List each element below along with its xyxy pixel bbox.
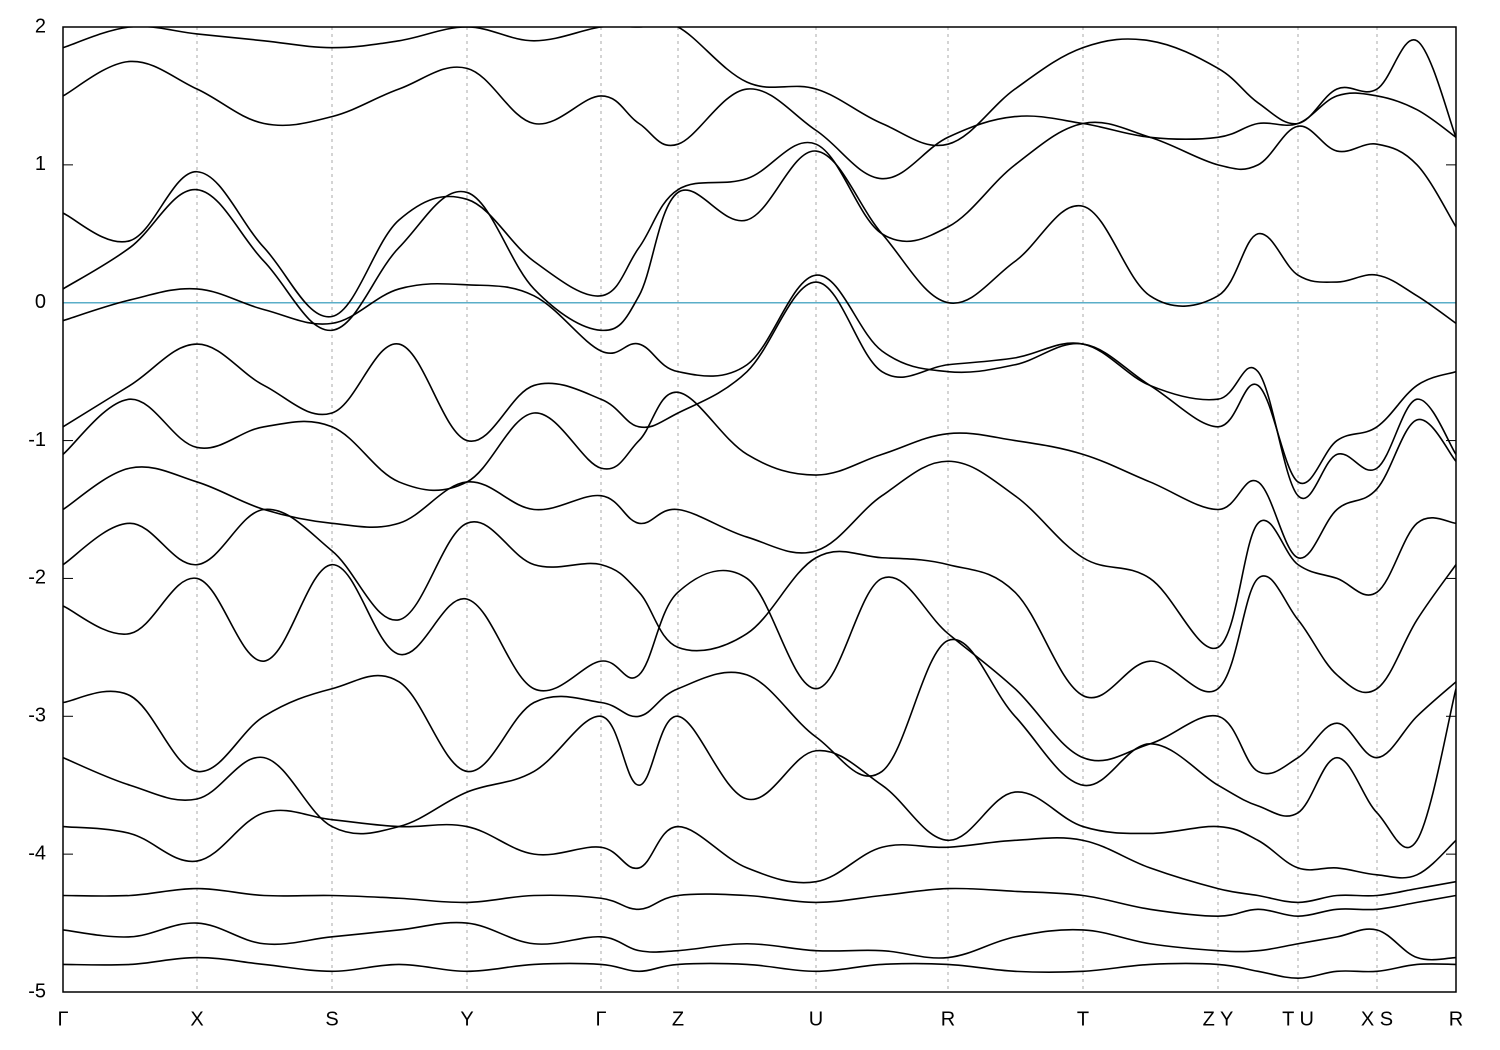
band-line: [63, 281, 1456, 500]
band-line: [63, 956, 1456, 980]
bands: [63, 27, 1456, 980]
x-tick-label: X: [190, 1008, 203, 1030]
x-tick-label: S: [325, 1008, 338, 1030]
x-tick-label: Γ: [595, 1008, 606, 1030]
band-line: [63, 809, 1456, 904]
y-tick-label: -1: [28, 429, 46, 451]
band-line: [63, 887, 1456, 917]
y-tick-label: 0: [35, 291, 46, 313]
x-tick-label: R: [941, 1008, 955, 1030]
band-line: [63, 391, 1456, 559]
plot-frame: [62, 26, 1457, 993]
x-tick-label: Γ: [57, 1008, 68, 1030]
labels: -5 -4 -3 -2 -1 0 1 2 Γ X S Y Γ Z U R T Z Y T U X S R: [28, 15, 1463, 1030]
y-tick-label: 1: [35, 153, 46, 175]
y-tick-label: -4: [28, 842, 46, 864]
x-tick-label: T U: [1282, 1008, 1314, 1030]
band-line: [63, 274, 1456, 485]
band-line: [63, 921, 1456, 961]
band-line: [63, 60, 1456, 180]
band-line: [63, 121, 1456, 318]
band-line: [63, 508, 1456, 699]
y-tick-label: -2: [28, 567, 46, 589]
band-line: [63, 150, 1456, 332]
y-tick-label: -3: [28, 705, 46, 727]
band-line: [63, 638, 1456, 849]
x-tick-label: R: [1449, 1008, 1463, 1030]
x-tick-label: Z Y: [1203, 1008, 1234, 1030]
x-tick-label: X S: [1361, 1008, 1393, 1030]
band-line: [63, 715, 1456, 879]
x-tick-label: U: [809, 1008, 823, 1030]
x-tick-label: Z: [672, 1008, 684, 1030]
band-line: [63, 563, 1456, 775]
x-tick-label: T: [1077, 1008, 1089, 1030]
band-line: [63, 460, 1456, 650]
x-tick-label: Y: [460, 1008, 473, 1030]
y-tick-label: -5: [28, 980, 46, 1002]
y-tick-label: 2: [35, 15, 46, 37]
band-line: [63, 27, 1456, 147]
